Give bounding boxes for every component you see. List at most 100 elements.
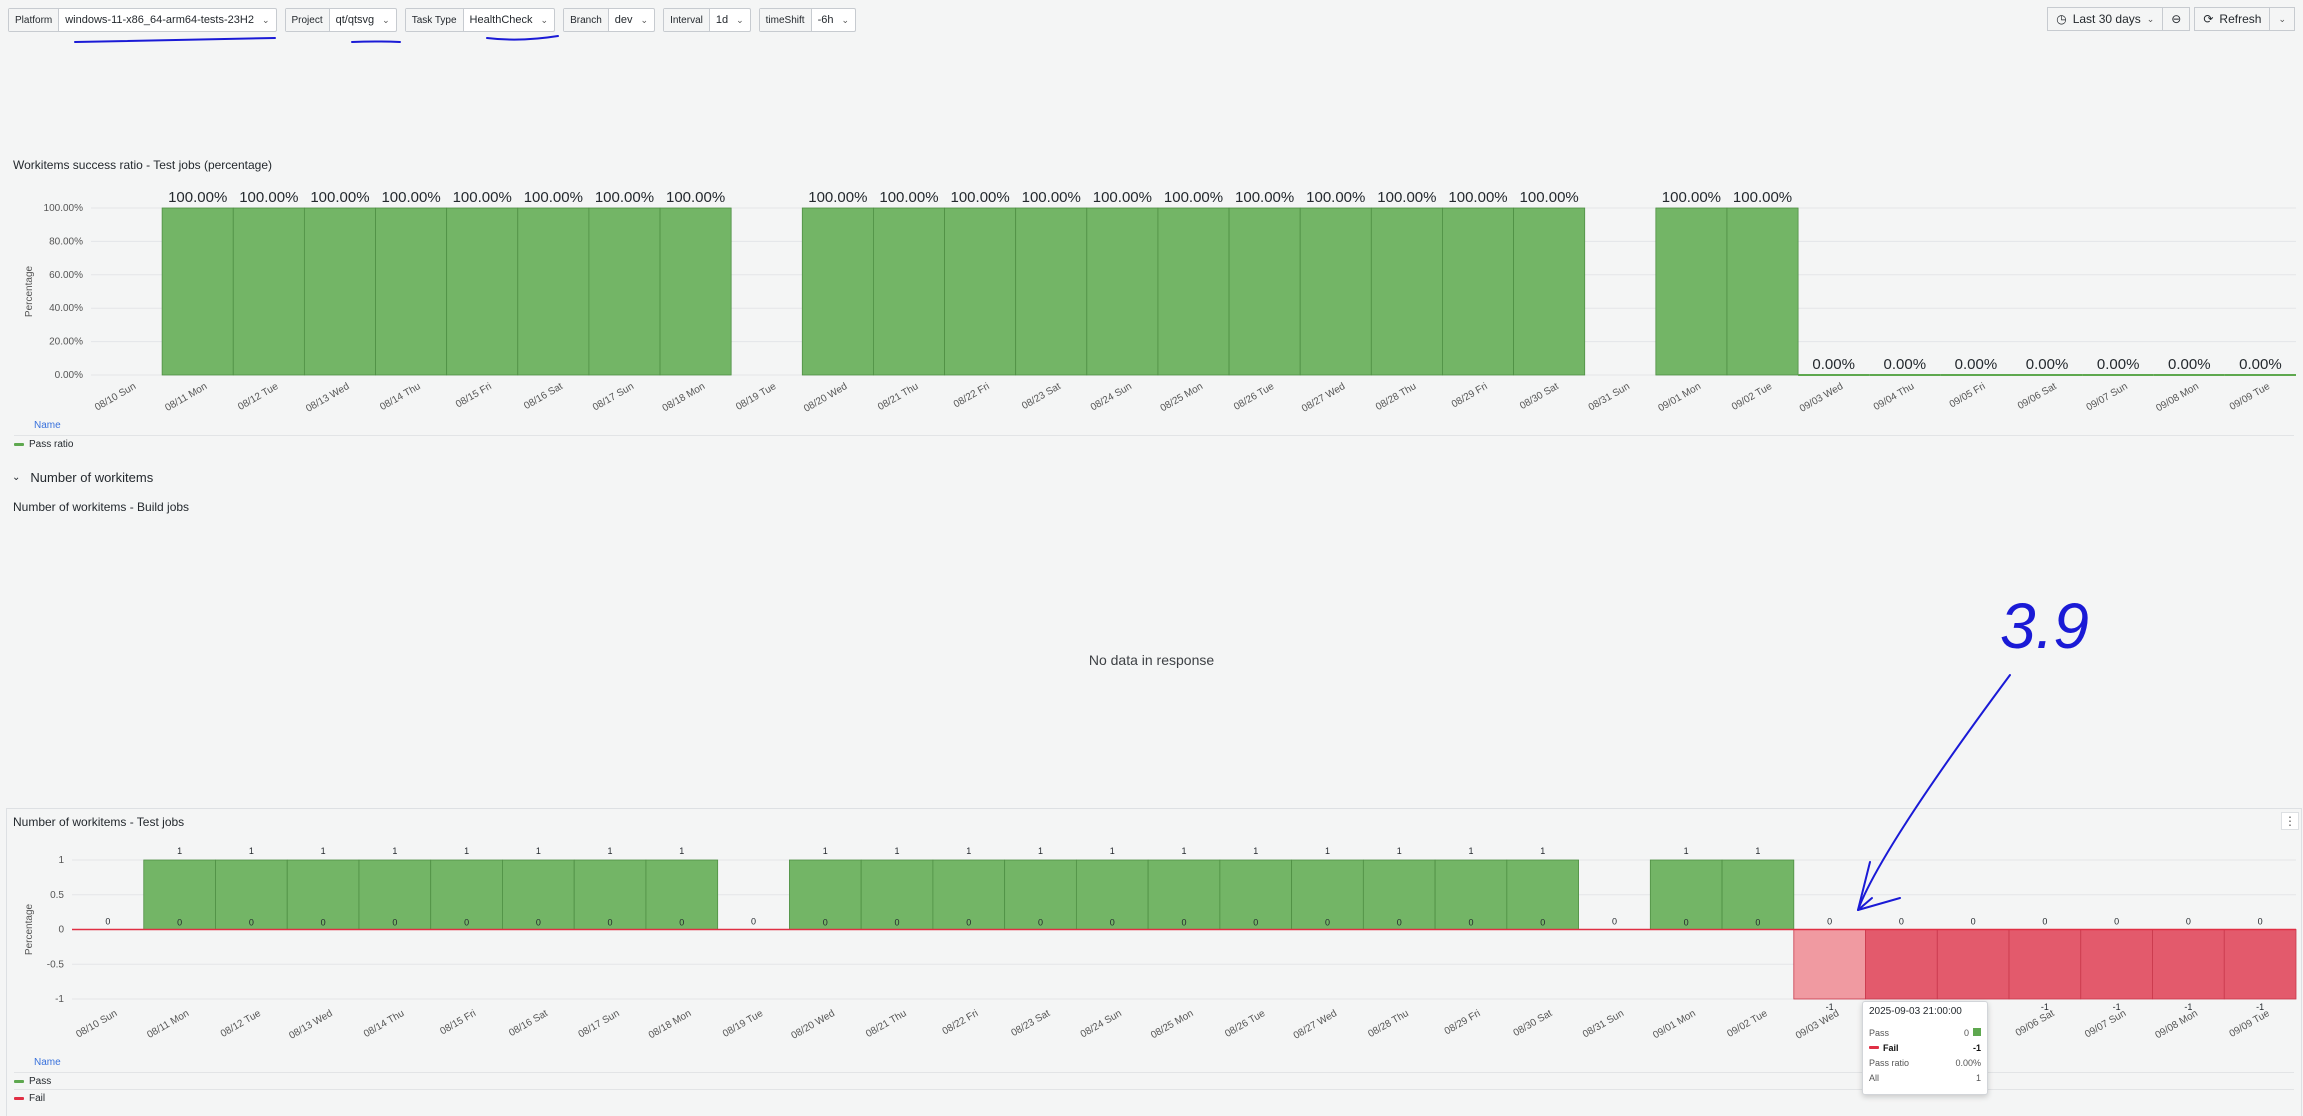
pass-bar xyxy=(932,859,1006,930)
tooltip-row-pass-ratio: Pass ratio 0.00% xyxy=(1869,1055,1981,1070)
data-label: 100.00% xyxy=(1235,189,1294,206)
bar xyxy=(659,207,732,376)
variable-interval[interactable]: Interval 1d ⌄ xyxy=(663,8,751,32)
data-label: 0.00% xyxy=(1812,356,1855,373)
pass-value-label: 1 xyxy=(392,846,397,856)
bar xyxy=(1228,207,1301,376)
test-jobs-panel xyxy=(6,808,2302,1116)
legend-item-pass-ratio[interactable]: Pass ratio xyxy=(14,435,2294,452)
variable-select[interactable]: 1d ⌄ xyxy=(710,9,750,31)
underline-platform xyxy=(74,37,276,43)
clock-icon: ◷ xyxy=(2056,12,2067,26)
tooltip-row-pass: Pass 0 xyxy=(1869,1025,1981,1040)
pass-value-label: 1 xyxy=(1468,846,1473,856)
row-header-number-of-workitems[interactable]: ⌄ Number of workitems xyxy=(12,470,153,485)
x-tick-label: 08/16 Sat xyxy=(522,381,565,412)
variable-timeshift[interactable]: timeShift -6h ⌄ xyxy=(758,8,857,32)
variable-select[interactable]: windows-11-x86_64-arm64-tests-23H2 ⌄ xyxy=(59,9,275,31)
variable-select[interactable]: HealthCheck ⌄ xyxy=(464,9,555,31)
refresh-icon: ⟳ xyxy=(2203,12,2214,26)
variable-select[interactable]: -6h ⌄ xyxy=(812,9,855,31)
y-tick-label: 0.5 xyxy=(50,890,64,901)
more-vertical-icon: ⋮ xyxy=(2284,814,2296,828)
pass-value-label: 1 xyxy=(1110,846,1115,856)
bar xyxy=(446,207,519,376)
bar xyxy=(1370,207,1443,376)
data-label: 100.00% xyxy=(381,189,440,206)
variable-branch[interactable]: Branch dev ⌄ xyxy=(563,8,656,32)
time-controls: ◷ Last 30 days ⌄ ⊖ ⟳ Refresh ⌄ xyxy=(2047,7,2295,31)
panel-title-test-jobs: Number of workitems - Test jobs xyxy=(13,815,185,829)
pass-bar xyxy=(286,859,360,930)
panel-menu-button[interactable]: ⋮ xyxy=(2281,812,2299,830)
chevron-down-icon: ⌄ xyxy=(2146,13,2155,24)
pass-value-label: 1 xyxy=(608,846,613,856)
legend-item-fail[interactable]: Fail xyxy=(14,1089,2294,1106)
data-label: 100.00% xyxy=(1662,189,1721,206)
legend-header[interactable]: Name xyxy=(34,1057,61,1068)
fail-value-label: -1 xyxy=(2256,1002,2264,1012)
y-tick-label: 1 xyxy=(58,855,64,866)
fail-swatch xyxy=(1869,1046,1879,1049)
variable-platform[interactable]: Platform windows-11-x86_64-arm64-tests-2… xyxy=(8,8,277,32)
tooltip-title: 2025-09-03 21:00:00 xyxy=(1869,1006,1962,1017)
variable-value: HealthCheck xyxy=(469,14,533,26)
legend-item-pass[interactable]: Pass xyxy=(14,1072,2294,1089)
pass-value-label: 0 xyxy=(2042,917,2047,927)
x-tick-label: 08/24 Sun xyxy=(1079,1008,1124,1040)
variable-value: windows-11-x86_64-arm64-tests-23H2 xyxy=(65,14,254,26)
x-tick-label: 09/04 Thu xyxy=(1872,381,1916,413)
data-label: 100.00% xyxy=(310,189,369,206)
x-tick-label: 08/28 Thu xyxy=(1374,381,1418,413)
data-label: 100.00% xyxy=(1093,189,1152,206)
fail-bar xyxy=(2223,929,2297,1000)
x-tick-label: 08/24 Sun xyxy=(1089,381,1134,413)
x-tick-label: 08/21 Thu xyxy=(864,1008,908,1040)
x-tick-label: 09/08 Mon xyxy=(2154,381,2200,414)
fail-value-label: 0 xyxy=(321,918,326,928)
x-tick-label: 09/03 Wed xyxy=(1798,381,1845,415)
x-tick-label: 09/09 Tue xyxy=(2228,1008,2272,1040)
pass-value-label: 1 xyxy=(1684,846,1689,856)
time-range-picker[interactable]: ◷ Last 30 days ⌄ xyxy=(2047,7,2164,31)
chevron-down-icon: ⌄ xyxy=(640,14,649,25)
data-label: 100.00% xyxy=(1520,189,1579,206)
zoom-out-button[interactable]: ⊖ xyxy=(2163,7,2191,31)
x-tick-label: 08/22 Fri xyxy=(952,381,992,410)
legend-header[interactable]: Name xyxy=(34,420,61,431)
y-tick-label: 80.00% xyxy=(49,236,83,247)
variable-select[interactable]: qt/qtsvg ⌄ xyxy=(330,9,396,31)
fail-value-label: 0 xyxy=(1038,918,1043,928)
fail-value-label: 0 xyxy=(1397,918,1402,928)
fail-value-label: 0 xyxy=(392,918,397,928)
data-label: 100.00% xyxy=(879,189,938,206)
tooltip-value: 0 xyxy=(1963,1027,1981,1038)
x-tick-label: 09/07 Sun xyxy=(2083,1008,2128,1040)
fail-value-label: 0 xyxy=(464,918,469,928)
variable-project[interactable]: Project qt/qtsvg ⌄ xyxy=(284,8,397,32)
bar xyxy=(1442,207,1514,376)
pass-bar xyxy=(645,859,719,930)
variable-label: Interval xyxy=(664,9,710,31)
fail-value-label: -1 xyxy=(2041,1002,2049,1012)
pass-value-label: 1 xyxy=(1325,846,1330,856)
y-axis-label: Percentage xyxy=(24,903,35,955)
y-tick-label: 40.00% xyxy=(49,303,83,314)
fail-value-label: 0 xyxy=(1325,918,1330,928)
refresh-interval-dropdown[interactable]: ⌄ xyxy=(2270,7,2295,31)
x-tick-label: 09/06 Sat xyxy=(2016,381,2059,412)
x-tick-label: 09/07 Sun xyxy=(2085,381,2130,413)
variable-task-type[interactable]: Task Type HealthCheck ⌄ xyxy=(404,8,556,32)
refresh-button[interactable]: ⟳ Refresh xyxy=(2194,7,2271,31)
pass-bar xyxy=(573,859,647,930)
x-tick-label: 08/27 Wed xyxy=(1300,381,1347,415)
fail-value-label: 0 xyxy=(1253,918,1258,928)
tooltip-value-text: 0 xyxy=(1963,1027,1969,1038)
variable-select[interactable]: dev ⌄ xyxy=(609,9,654,31)
x-tick-label: 08/23 Sat xyxy=(1009,1008,1052,1039)
data-label: 100.00% xyxy=(239,189,298,206)
bar xyxy=(1299,207,1372,376)
x-tick-label: 08/17 Sun xyxy=(591,381,636,413)
x-tick-label: 08/18 Mon xyxy=(661,381,707,414)
time-range-label: Last 30 days xyxy=(2072,12,2141,26)
